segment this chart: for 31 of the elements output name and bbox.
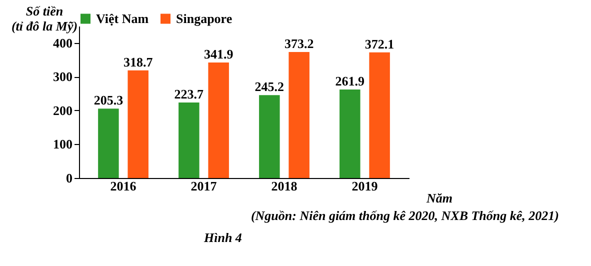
bar xyxy=(259,95,280,178)
y-tick-label: 0 xyxy=(66,170,72,186)
bar xyxy=(208,62,229,178)
y-tick-label: 100 xyxy=(53,136,72,152)
data-label: 373.2 xyxy=(284,36,314,51)
y-tick-label: 200 xyxy=(53,102,72,118)
x-axis-title: Năm xyxy=(426,190,452,206)
data-label: 318.7 xyxy=(123,54,154,70)
bar xyxy=(178,102,200,178)
bar xyxy=(128,70,148,178)
x-tick-label: 2018 xyxy=(271,178,298,194)
bar xyxy=(340,90,360,178)
y-tick-label: 300 xyxy=(53,69,72,84)
bar xyxy=(288,52,310,178)
data-label: 245.2 xyxy=(254,79,284,94)
x-tick-label: 2017 xyxy=(190,178,218,194)
data-label: 372.1 xyxy=(364,36,394,52)
legend-label: Singapore xyxy=(176,10,232,26)
bar xyxy=(369,52,390,178)
bar xyxy=(98,108,119,178)
y-axis-title: Số tiền (tỉ đô la Mỹ) xyxy=(11,4,78,34)
x-tick-label: 2019 xyxy=(352,178,378,194)
data-label: 261.9 xyxy=(335,74,366,89)
x-tick-label: 2016 xyxy=(110,178,137,194)
data-label: 223.7 xyxy=(174,86,204,102)
data-label: 205.3 xyxy=(94,92,124,108)
legend-label: Việt Nam xyxy=(96,10,149,26)
text: (Nguồn: Niên giám thống kê 2020, NXB Thống kê, 2021) xyxy=(250,208,559,223)
text: Hình 4 xyxy=(203,230,242,245)
y-tick-label: 400 xyxy=(53,35,72,50)
data-label: 341.9 xyxy=(204,46,234,62)
